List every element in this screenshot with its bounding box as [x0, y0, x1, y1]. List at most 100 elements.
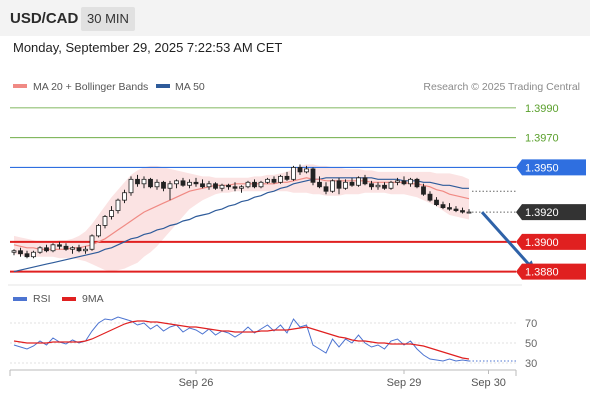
candle-body [271, 178, 277, 183]
candle [395, 177, 400, 186]
candle-body [336, 180, 342, 189]
candle-body [375, 184, 381, 188]
bollinger-band-area [14, 164, 469, 272]
forecast-arrow-shaft [480, 211, 536, 272]
candle-body [330, 180, 335, 192]
candle [440, 201, 446, 210]
candle [11, 249, 17, 256]
ma20-legend-label: MA 20 + Bollinger Bands [33, 81, 148, 93]
candle-body [382, 184, 387, 189]
candle [388, 180, 394, 190]
timeframe-button[interactable]: 30 MIN [81, 7, 135, 31]
candle [83, 246, 88, 254]
rsi-legend-swatch [13, 297, 27, 301]
candle [291, 165, 296, 181]
candle [284, 171, 290, 181]
candle-body [343, 181, 348, 189]
rsi-legend: RSI 9MA [13, 293, 104, 305]
candle-body [96, 225, 101, 237]
ma50-legend-label: MA 50 [175, 81, 205, 93]
candle [447, 203, 452, 211]
candle [297, 164, 303, 175]
candle [369, 180, 374, 190]
level-label-support: 1.3880 [516, 263, 586, 280]
candle-body [76, 247, 82, 252]
candle-body [297, 167, 303, 173]
candle [239, 185, 244, 193]
candles [11, 164, 472, 259]
candle [148, 177, 153, 189]
level-label-target: 1.3990 [525, 103, 559, 115]
candle [115, 198, 121, 214]
candle [401, 176, 407, 186]
candle-body [466, 211, 472, 214]
candle [24, 250, 30, 259]
candle [174, 179, 179, 189]
candle [102, 215, 108, 229]
candle [278, 174, 283, 184]
candle-body [440, 204, 446, 208]
candle-body [408, 178, 413, 185]
rsi-legend-label: RSI [33, 293, 51, 305]
candle [57, 241, 62, 250]
candle [408, 177, 413, 187]
price-level-labels: 1.3990 1.3970 1.3950 1.3920 1.3900 1.3880 [516, 103, 586, 280]
candle [258, 180, 264, 189]
candle-body [310, 168, 316, 183]
candle-body [128, 178, 134, 194]
level-label-last: 1.3920 [516, 204, 586, 221]
candle [226, 183, 231, 190]
candle-body [63, 245, 69, 250]
candle-body [265, 178, 270, 183]
candle [466, 209, 472, 214]
candle-body [102, 216, 108, 226]
x-axis-label: Sep 29 [387, 377, 422, 389]
candle-body [200, 183, 205, 188]
candle [50, 243, 56, 253]
level-label-support: 1.3900 [516, 233, 586, 250]
candle [219, 183, 225, 192]
candle-body [135, 178, 140, 185]
candle [343, 179, 348, 190]
candle-body [232, 186, 238, 189]
candle [109, 206, 114, 220]
candle [18, 247, 23, 257]
candle [323, 182, 329, 195]
candle-body [148, 178, 153, 188]
x-axis-label: Sep 30 [471, 377, 506, 389]
level-label-pivot: 1.3950 [516, 159, 586, 176]
ma9-legend-swatch [62, 297, 76, 301]
candle [187, 179, 192, 189]
candle-body [18, 250, 23, 255]
candle-body [219, 184, 225, 189]
candle-body [37, 247, 43, 253]
candle-body [109, 210, 114, 217]
candle [252, 179, 257, 189]
candle-body [89, 235, 95, 250]
ma20-legend-swatch [13, 84, 27, 88]
candle [141, 176, 147, 189]
level-value: 1.3880 [525, 267, 559, 279]
candle-body [362, 177, 368, 185]
candle-body [401, 180, 407, 185]
candle [70, 246, 75, 254]
candle [304, 165, 309, 174]
candle [128, 176, 134, 196]
candle [245, 180, 251, 189]
candle-body [122, 192, 127, 201]
candle-body [180, 180, 186, 186]
candle-body [213, 183, 218, 189]
candle [421, 183, 426, 196]
candle [382, 182, 387, 190]
rsi-panel: 70 50 30 [10, 316, 537, 370]
candle-body [11, 250, 17, 253]
timestamp: Monday, September 29, 2025 7:22:53 AM CE… [13, 40, 283, 55]
candle [180, 177, 186, 187]
candle-body [239, 186, 244, 189]
candle [37, 246, 43, 254]
candle-body [395, 180, 400, 183]
price-levels [10, 107, 516, 273]
level-value: 1.3970 [525, 133, 559, 145]
candle-body [187, 181, 192, 186]
